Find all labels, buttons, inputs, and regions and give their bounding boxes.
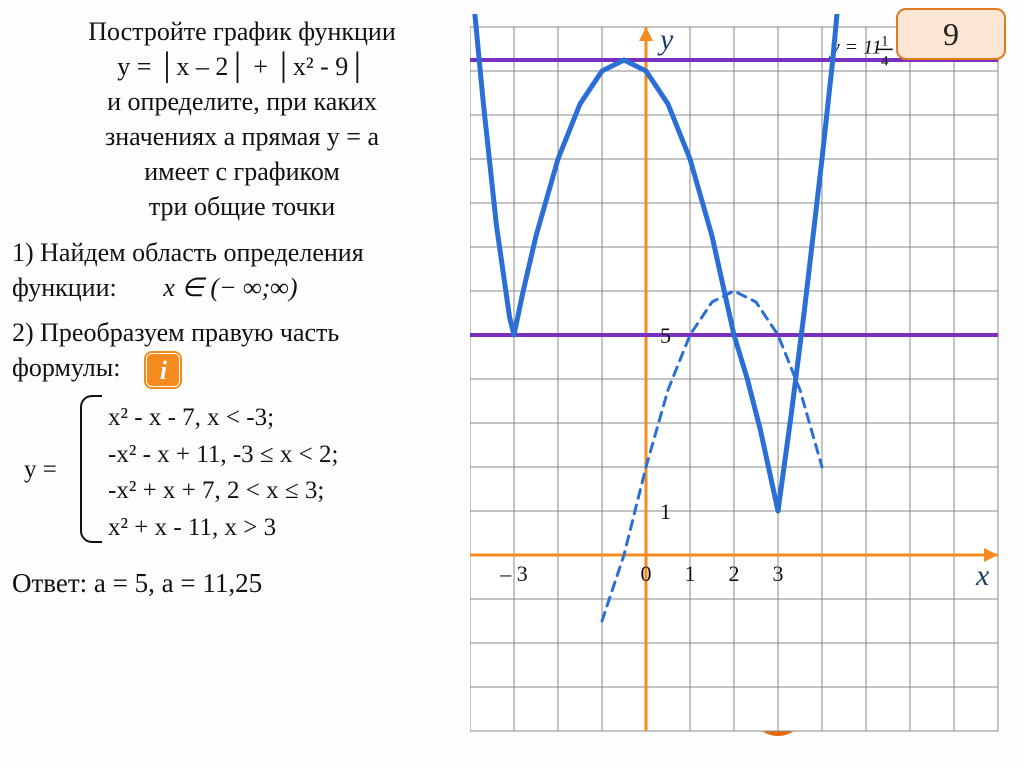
- svg-text:– 3: – 3: [499, 561, 528, 586]
- svg-text:х: х: [975, 559, 990, 592]
- svg-text:4: 4: [881, 53, 889, 69]
- svg-text:1: 1: [881, 33, 889, 49]
- step2-label: 2) Преобразуем правую часть: [12, 315, 472, 350]
- svg-text:у: у: [657, 23, 674, 56]
- piece-1: х² - х - 7, х < -3;: [108, 401, 472, 435]
- function-chart: ух– 3012315y = 1114: [470, 14, 1008, 754]
- svg-text:1: 1: [660, 499, 671, 524]
- piecewise-definition: у = х² - х - 7, х < -3; -х² - х + 11, -3…: [12, 401, 472, 545]
- step2-line2: формулы: i: [12, 350, 472, 387]
- answer-text: Ответ: а = 5, а = 11,25: [12, 565, 472, 601]
- piece-4: х² + х - 11, х > 3: [108, 511, 472, 545]
- domain-expression: x ∈ (− ∞;∞): [163, 273, 297, 302]
- svg-text:1: 1: [685, 561, 696, 586]
- problem-number-badge: 9: [896, 8, 1006, 60]
- piece-3: -х² + х + 7, 2 < х ≤ 3;: [108, 474, 472, 508]
- step1-label: 1) Найдем область определения: [12, 235, 472, 270]
- problem-text: Постройте график функции у = │х – 2│ + │…: [12, 14, 472, 601]
- y-equals: у =: [24, 453, 57, 487]
- task-line: имеет с графиком: [12, 154, 472, 189]
- svg-text:0: 0: [641, 561, 652, 586]
- brace-icon: [80, 395, 102, 543]
- badge-text: 9: [943, 16, 959, 53]
- svg-text:2: 2: [729, 561, 740, 586]
- piece-2: -х² - х + 11, -3 ≤ х < 2;: [108, 438, 472, 472]
- svg-text:3: 3: [773, 561, 784, 586]
- task-line: у = │х – 2│ + │х² - 9│: [12, 49, 472, 84]
- task-line: и определите, при каких: [12, 84, 472, 119]
- task-line: Постройте график функции: [12, 14, 472, 49]
- task-line: значениях а прямая у = а: [12, 119, 472, 154]
- svg-text:5: 5: [660, 323, 671, 348]
- step1-line2: функции: x ∈ (− ∞;∞): [12, 270, 472, 305]
- info-icon[interactable]: i: [146, 353, 180, 387]
- task-line: три общие точки: [12, 189, 472, 224]
